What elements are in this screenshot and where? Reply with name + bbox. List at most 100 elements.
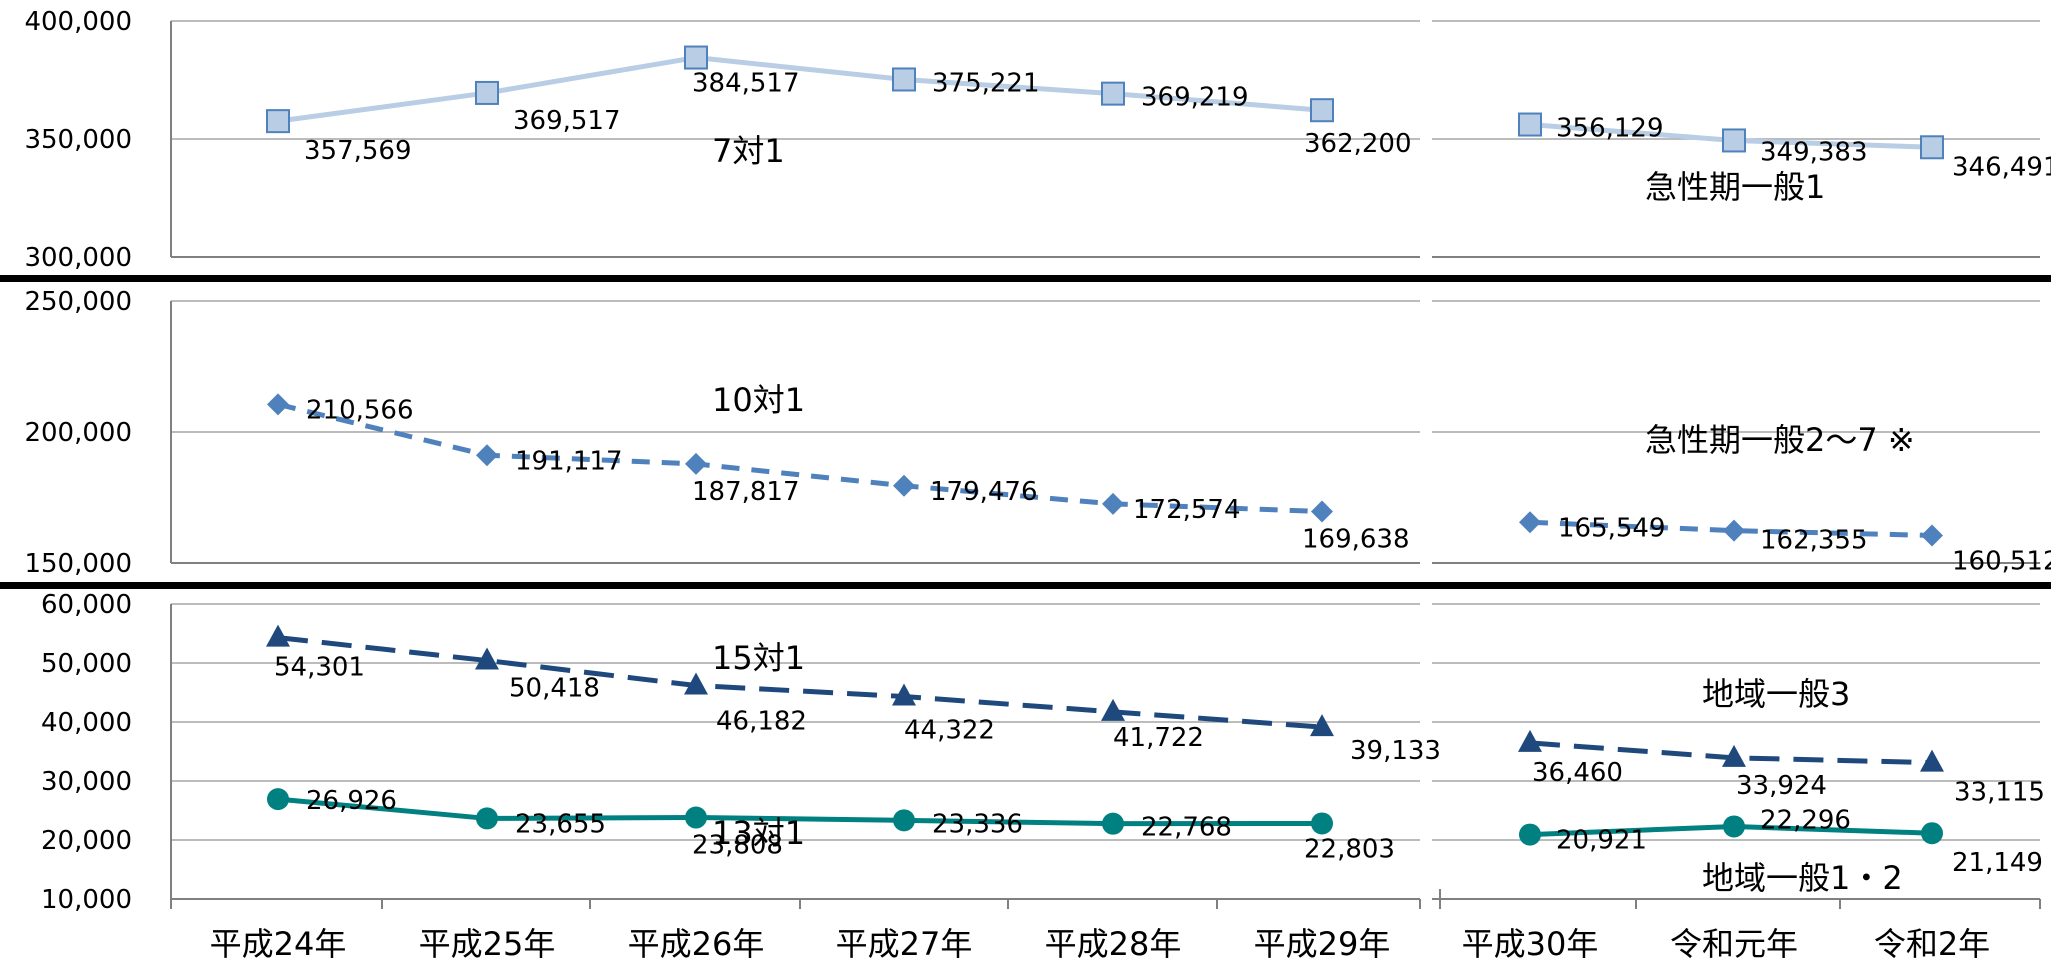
data-label: 21,149 <box>1952 848 2043 878</box>
annotation-kyuseiki-ippan2-7: 急性期一般2～7 ※ <box>1645 421 1915 459</box>
data-point-square <box>1920 135 1944 160</box>
data-point-triangle <box>1101 698 1125 721</box>
series-line <box>277 401 1323 515</box>
data-label: 162,355 <box>1760 526 1868 556</box>
axis-layer: 400,000 350,000 300,000 250,000 200,000 150,0… <box>0 7 2051 963</box>
data-label: 46,182 <box>716 707 807 737</box>
data-point-diamond <box>1519 511 1541 534</box>
data-point-diamond <box>1921 524 1943 547</box>
data-point-square <box>892 67 916 92</box>
data-label: 23,336 <box>932 809 1023 839</box>
data-label: 22,296 <box>1760 805 1851 835</box>
y-tick-label: 20,000 <box>41 826 132 856</box>
annotation-kyuseiki-ippan1: 急性期一般1 <box>1645 168 1825 206</box>
y-tick-label: 300,000 <box>24 243 132 273</box>
data-point-circle <box>1102 812 1124 835</box>
data-point-diamond <box>1102 492 1124 515</box>
x-tick-label: 令和元年 <box>1670 925 1798 963</box>
data-label: 369,219 <box>1141 83 1249 113</box>
annotation-15tai1: 15対1 <box>712 639 805 677</box>
data-point-diamond <box>1311 500 1333 523</box>
data-label: 23,655 <box>515 809 606 839</box>
series-layer <box>266 45 1944 846</box>
series-line <box>277 55 1323 124</box>
annotation-10tai1: 10対1 <box>712 381 805 419</box>
data-label: 187,817 <box>692 477 800 507</box>
y-tick-label: 150,000 <box>24 549 132 579</box>
data-point-triangle <box>1920 749 1944 772</box>
data-point-triangle <box>266 624 290 647</box>
data-point-circle <box>1921 822 1943 845</box>
data-point-circle <box>267 788 289 811</box>
data-point-diamond <box>685 452 707 475</box>
panel-separator <box>0 275 2051 282</box>
data-label: 44,322 <box>904 716 995 746</box>
data-label: 33,924 <box>1736 771 1827 801</box>
data-label: 26,926 <box>306 786 397 816</box>
data-label: 22,768 <box>1141 813 1232 843</box>
data-label: 349,383 <box>1760 137 1868 167</box>
data-label: 33,115 <box>1954 778 2045 808</box>
data-point-triangle <box>1310 714 1334 737</box>
data-point-triangle <box>1518 729 1542 752</box>
data-label: 50,418 <box>509 674 600 704</box>
data-label: 369,517 <box>513 106 621 136</box>
annotation-chiiki-ippan12: 地域一般1・2 <box>1702 859 1903 897</box>
y-tick-label: 50,000 <box>41 649 132 679</box>
y-tick-label: 400,000 <box>24 7 132 37</box>
data-point-triangle <box>1722 744 1746 767</box>
y-tick-label: 40,000 <box>41 708 132 738</box>
x-tick-label: 平成25年 <box>419 925 556 963</box>
data-label: 36,460 <box>1532 758 1623 788</box>
y-tick-label: 10,000 <box>41 885 132 915</box>
data-point-square <box>1101 81 1125 106</box>
data-label: 41,722 <box>1113 723 1204 753</box>
y-tick-label: 250,000 <box>24 287 132 317</box>
data-point-circle <box>476 807 498 830</box>
data-point-square <box>684 45 708 70</box>
data-label: 165,549 <box>1558 513 1666 543</box>
x-tick-label: 平成28年 <box>1045 925 1182 963</box>
data-label: 384,517 <box>692 69 800 99</box>
data-label: 375,221 <box>932 68 1040 98</box>
data-point-diamond <box>1723 519 1745 542</box>
x-tick-label: 平成29年 <box>1254 925 1391 963</box>
data-point-square <box>1722 128 1746 153</box>
x-tick-label: 令和2年 <box>1874 925 1990 963</box>
y-tick-label: 200,000 <box>24 418 132 448</box>
data-point-circle <box>685 806 707 829</box>
series-line <box>277 796 1323 827</box>
grid-layer <box>171 20 2040 900</box>
data-label: 346,491 <box>1952 152 2051 182</box>
data-point-triangle <box>684 672 708 695</box>
data-point-square <box>475 80 499 105</box>
data-point-circle <box>1723 815 1745 838</box>
data-label: 169,638 <box>1302 525 1410 555</box>
annotation-7tai1: 7対1 <box>712 132 785 170</box>
data-point-circle <box>893 809 915 832</box>
y-tick-label: 30,000 <box>41 767 132 797</box>
data-label: 210,566 <box>306 395 414 425</box>
data-label: 160,512 <box>1952 546 2051 576</box>
data-point-square <box>266 109 290 134</box>
annotation-13tai1: 13対1 <box>712 814 805 852</box>
panel-separator <box>0 582 2051 589</box>
data-label: 356,129 <box>1556 114 1664 144</box>
data-point-square <box>1518 112 1542 137</box>
x-tick-label: 平成30年 <box>1462 925 1599 963</box>
data-point-diamond <box>267 393 289 416</box>
data-label: 179,476 <box>930 477 1038 507</box>
data-label: 172,574 <box>1133 495 1241 525</box>
data-label: 20,921 <box>1556 826 1647 856</box>
x-tick-label: 平成27年 <box>836 925 973 963</box>
x-tick-label: 平成24年 <box>210 925 347 963</box>
data-point-diamond <box>893 474 915 497</box>
data-point-circle <box>1519 823 1541 846</box>
data-point-square <box>1310 98 1334 123</box>
data-point-circle <box>1311 812 1333 835</box>
x-tick-label: 平成26年 <box>628 925 765 963</box>
y-tick-label: 350,000 <box>24 125 132 155</box>
label-layer: 357,569 369,517 384,517 375,221 369,219 362,2… <box>274 68 2051 878</box>
data-point-triangle <box>892 683 916 706</box>
